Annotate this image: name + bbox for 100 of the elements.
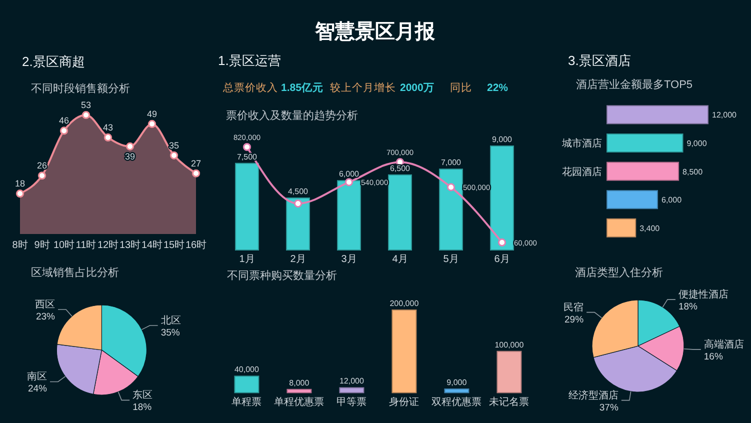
data-label: 39 xyxy=(124,151,136,162)
data-label: 24% xyxy=(28,384,48,395)
text: 22% xyxy=(487,82,509,94)
text: 2.景区商超 xyxy=(22,54,85,69)
chart-title: 不同票种购买数量分析 xyxy=(227,269,337,282)
point xyxy=(344,178,354,186)
data-label: 27 xyxy=(190,158,202,168)
text: 1.85亿元 xyxy=(281,82,324,94)
point xyxy=(38,172,46,180)
bar xyxy=(606,134,684,152)
bar xyxy=(496,350,522,394)
data-label: 16% xyxy=(704,351,724,362)
bar xyxy=(235,162,259,250)
bar xyxy=(388,174,412,250)
text: 1.景区运营 xyxy=(218,53,281,68)
text: 智慧景区月报 xyxy=(314,21,436,43)
slice-label: 高端酒店 xyxy=(704,338,744,350)
data-label: 37% xyxy=(599,402,619,414)
x-tick-label: 1月 xyxy=(239,254,255,265)
bar xyxy=(606,105,708,124)
point xyxy=(192,169,200,178)
data-label: 200,000 xyxy=(390,299,420,308)
data-label: 23% xyxy=(36,311,56,322)
x-tick-label: 11时 xyxy=(76,239,96,251)
text: 同比 xyxy=(450,81,472,94)
x-tick-label: 5月 xyxy=(443,254,459,265)
data-label: 40,000 xyxy=(234,365,260,374)
slice-label: 西区 xyxy=(34,299,55,310)
data-label: 12,000 xyxy=(339,376,364,386)
data-label: 35 xyxy=(168,140,180,150)
data-label: 18 xyxy=(14,178,26,189)
bar xyxy=(606,218,636,238)
bar xyxy=(337,180,361,250)
point xyxy=(446,183,456,192)
data-label: 8,500 xyxy=(682,167,704,176)
x-tick-label: 12时 xyxy=(97,239,119,251)
x-tick-label: 双程优惠票 xyxy=(432,396,482,408)
x-tick-label: 3月 xyxy=(341,254,357,265)
point xyxy=(242,142,252,152)
slice-label: 南区 xyxy=(27,370,48,383)
data-label: 6,500 xyxy=(390,164,411,173)
bar xyxy=(286,198,310,250)
x-tick-label: 8时 xyxy=(12,239,28,251)
data-label: 9,000 xyxy=(492,135,513,144)
data-label: 53 xyxy=(80,100,92,110)
bar xyxy=(234,376,260,394)
bar xyxy=(606,162,680,181)
text: 较上个月增长 xyxy=(330,81,396,94)
x-tick-label: 身份证 xyxy=(389,396,420,408)
data-label: 3,400 xyxy=(640,224,660,233)
x-tick-label: 16时 xyxy=(185,239,207,251)
data-label: 100,000 xyxy=(494,340,524,350)
text: 3.景区酒店 xyxy=(568,53,631,68)
x-tick-label: 14时 xyxy=(141,239,163,251)
x-tick-label: 10时 xyxy=(53,239,75,251)
bar xyxy=(444,388,470,394)
y-tick-label: 城市酒店 xyxy=(561,138,602,150)
x-tick-label: 单程票 xyxy=(232,396,262,408)
x-tick-label: 未记名票 xyxy=(489,396,530,408)
data-label: 7,000 xyxy=(440,158,462,168)
slice-label: 北区 xyxy=(160,314,181,326)
chart-title: 票价收入及数量的趋势分析 xyxy=(226,109,358,122)
data-label: 4,500 xyxy=(288,187,309,196)
slice-label: 经济型酒店 xyxy=(568,389,618,402)
y-tick-label: 花园酒店 xyxy=(562,166,602,178)
data-label: 29% xyxy=(564,314,584,326)
point xyxy=(294,199,302,208)
chart-title: 酒店类型入住分析 xyxy=(575,266,663,279)
data-label: 18% xyxy=(678,302,698,313)
point xyxy=(498,238,506,247)
x-tick-label: 6月 xyxy=(494,254,510,265)
point xyxy=(104,133,112,142)
bar xyxy=(339,387,364,394)
data-label: 9,000 xyxy=(446,378,468,387)
text: 2000万 xyxy=(400,82,434,94)
point xyxy=(126,142,134,150)
point xyxy=(60,126,68,135)
point xyxy=(148,120,156,128)
slice-label: 东区 xyxy=(132,389,153,402)
x-tick-label: 13时 xyxy=(119,239,141,251)
slice-label: 便捷性酒店 xyxy=(678,288,728,301)
chart-title: 区域销售占比分析 xyxy=(31,266,119,279)
x-tick-label: 15时 xyxy=(163,239,185,251)
point xyxy=(16,190,24,198)
data-label: 46 xyxy=(58,116,70,126)
bar xyxy=(606,190,658,210)
point xyxy=(82,110,90,120)
chart-title: 不同时段销售额分析 xyxy=(31,82,130,95)
chart-title: 酒店营业金额最多TOP5 xyxy=(576,78,693,91)
data-label: 18% xyxy=(132,402,152,414)
data-label: 6,000 xyxy=(338,170,360,179)
data-label: 49 xyxy=(146,108,158,119)
bar xyxy=(490,146,514,250)
bar xyxy=(439,168,463,250)
x-tick-label: 2月 xyxy=(290,254,306,265)
data-label: 9,000 xyxy=(686,139,708,148)
data-label: 35% xyxy=(160,327,180,338)
data-label: 6,000 xyxy=(662,196,682,205)
x-tick-label: 甲等票 xyxy=(336,396,367,408)
bar xyxy=(392,310,417,394)
